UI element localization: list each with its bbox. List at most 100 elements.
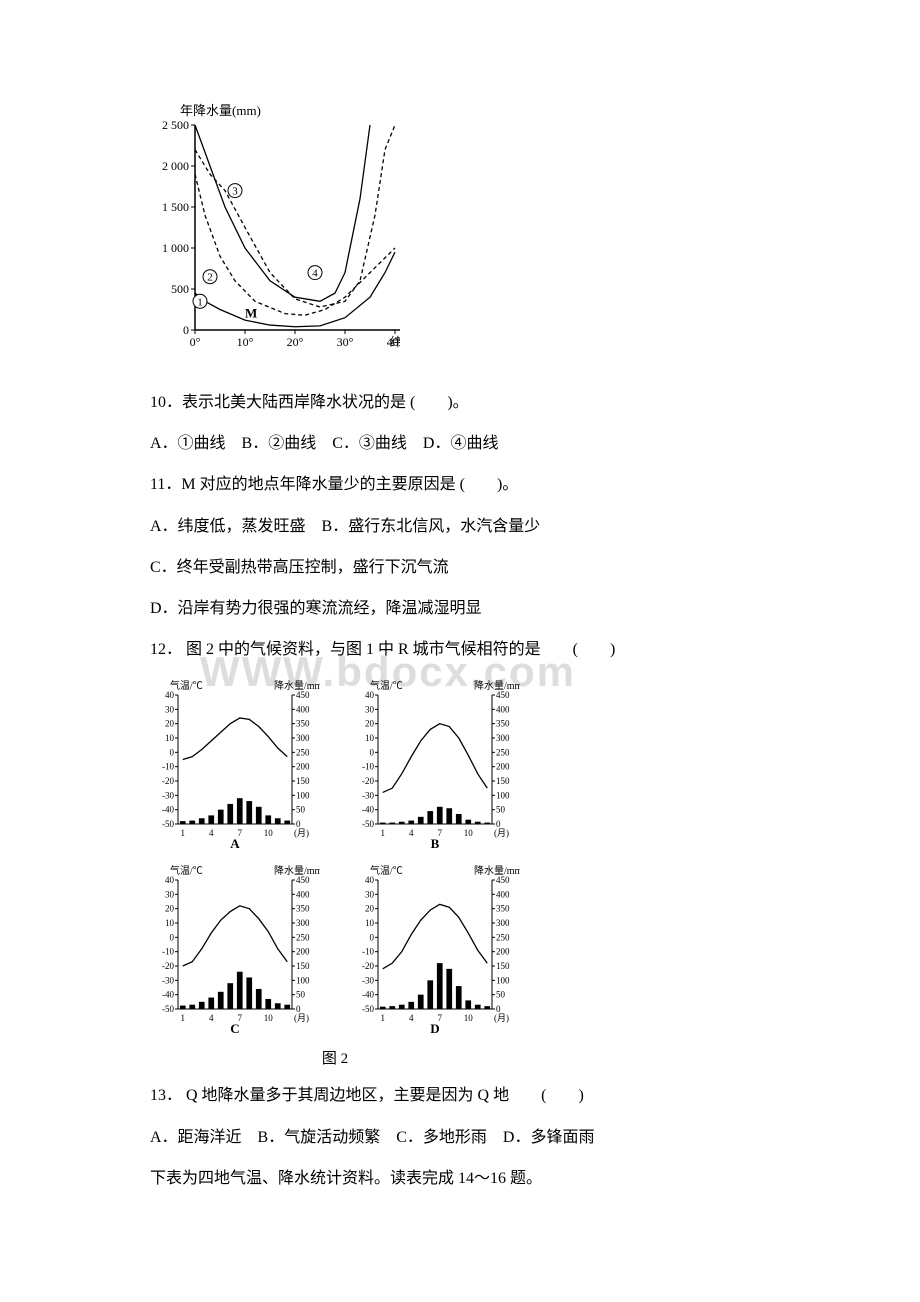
question-11: 11．M 对应的地点年降水量少的主要原因是 ( )。 [150, 467, 770, 502]
svg-text:50: 50 [496, 805, 506, 815]
svg-text:-20: -20 [362, 961, 374, 971]
svg-text:-40: -40 [362, 805, 374, 815]
svg-text:40: 40 [365, 690, 375, 700]
svg-text:30: 30 [165, 890, 175, 900]
svg-text:2: 2 [207, 272, 213, 284]
svg-text:30°: 30° [337, 335, 354, 349]
svg-text:450: 450 [296, 690, 310, 700]
svg-text:3: 3 [232, 186, 238, 198]
svg-text:-20: -20 [162, 776, 174, 786]
svg-text:-40: -40 [362, 990, 374, 1000]
figure-2-caption: 图 2 [150, 1047, 520, 1068]
svg-text:1 500: 1 500 [162, 200, 189, 214]
svg-text:150: 150 [296, 776, 310, 786]
svg-text:400: 400 [296, 890, 310, 900]
svg-text:-10: -10 [162, 762, 174, 772]
svg-text:10: 10 [464, 1013, 474, 1023]
svg-text:350: 350 [296, 719, 310, 729]
question-11-opt-c: C．终年受副热带高压控制，盛行下沉气流 [150, 550, 770, 585]
svg-text:350: 350 [496, 904, 510, 914]
svg-text:1: 1 [197, 296, 203, 308]
svg-text:-50: -50 [162, 819, 174, 829]
svg-text:10: 10 [264, 1013, 274, 1023]
svg-text:4: 4 [409, 828, 414, 838]
svg-text:250: 250 [496, 748, 510, 758]
svg-text:D: D [430, 1021, 439, 1036]
svg-text:40: 40 [165, 690, 175, 700]
svg-text:40: 40 [165, 875, 175, 885]
svg-text:-20: -20 [362, 776, 374, 786]
svg-text:200: 200 [496, 947, 510, 957]
svg-text:250: 250 [296, 933, 310, 943]
svg-text:400: 400 [496, 705, 510, 715]
svg-text:-10: -10 [362, 762, 374, 772]
svg-text:500: 500 [171, 282, 189, 296]
svg-text:1: 1 [181, 828, 186, 838]
svg-text:0: 0 [370, 933, 375, 943]
svg-text:(月): (月) [294, 1013, 309, 1023]
svg-text:1 000: 1 000 [162, 241, 189, 255]
svg-text:100: 100 [496, 976, 510, 986]
svg-text:300: 300 [296, 918, 310, 928]
climate-chart-c: 气温/℃降水量/mm403020100-10-20-30-40-50450400… [150, 862, 320, 1037]
svg-text:20: 20 [165, 719, 175, 729]
svg-text:10: 10 [165, 733, 175, 743]
svg-text:250: 250 [296, 748, 310, 758]
svg-text:-30: -30 [362, 976, 374, 986]
question-13: 13． Q 地降水量多于其周边地区，主要是因为 Q 地 ( ) [150, 1078, 770, 1113]
climate-charts: 气温/℃降水量/mm403020100-10-20-30-40-50450400… [150, 677, 770, 1068]
svg-text:350: 350 [296, 904, 310, 914]
svg-text:150: 150 [296, 961, 310, 971]
svg-text:20: 20 [365, 719, 375, 729]
climate-chart-d: 气温/℃降水量/mm403020100-10-20-30-40-50450400… [350, 862, 520, 1037]
svg-text:纬度: 纬度 [390, 334, 400, 349]
svg-text:200: 200 [296, 947, 310, 957]
question-10-options: A．①曲线 B．②曲线 C．③曲线 D．④曲线 [150, 426, 770, 461]
svg-text:20°: 20° [287, 335, 304, 349]
svg-text:450: 450 [296, 875, 310, 885]
svg-text:10: 10 [464, 828, 474, 838]
svg-text:B: B [431, 836, 440, 851]
svg-text:-30: -30 [162, 791, 174, 801]
svg-text:300: 300 [496, 733, 510, 743]
svg-text:450: 450 [496, 690, 510, 700]
climate-chart-b: 气温/℃降水量/mm403020100-10-20-30-40-50450400… [350, 677, 520, 852]
svg-text:50: 50 [296, 990, 306, 1000]
svg-text:0°: 0° [190, 335, 201, 349]
svg-text:20: 20 [165, 904, 175, 914]
svg-text:100: 100 [296, 976, 310, 986]
svg-text:-30: -30 [162, 976, 174, 986]
svg-text:100: 100 [496, 791, 510, 801]
svg-text:0: 0 [370, 748, 375, 758]
question-11-opt-d: D．沿岸有势力很强的寒流流经，降温减湿明显 [150, 591, 770, 626]
svg-text:1: 1 [381, 828, 386, 838]
svg-text:-50: -50 [162, 1004, 174, 1014]
svg-text:0: 0 [183, 323, 189, 337]
svg-text:(月): (月) [294, 828, 309, 838]
svg-text:30: 30 [165, 705, 175, 715]
svg-text:年降水量(mm): 年降水量(mm) [180, 103, 261, 118]
svg-text:250: 250 [496, 933, 510, 943]
svg-text:200: 200 [296, 762, 310, 772]
svg-text:450: 450 [496, 875, 510, 885]
svg-text:-50: -50 [362, 1004, 374, 1014]
svg-text:100: 100 [296, 791, 310, 801]
svg-text:(月): (月) [494, 1013, 509, 1023]
svg-text:4: 4 [209, 828, 214, 838]
table-intro: 下表为四地气温、降水统计资料。读表完成 14～16 题。 [150, 1161, 770, 1196]
svg-text:2 000: 2 000 [162, 159, 189, 173]
svg-text:A: A [230, 836, 240, 851]
svg-text:150: 150 [496, 961, 510, 971]
svg-text:4: 4 [409, 1013, 414, 1023]
svg-text:10: 10 [165, 918, 175, 928]
svg-text:0: 0 [170, 748, 175, 758]
svg-text:-50: -50 [362, 819, 374, 829]
svg-text:10: 10 [365, 733, 375, 743]
svg-text:气温/℃: 气温/℃ [170, 864, 203, 877]
svg-text:1: 1 [381, 1013, 386, 1023]
svg-text:-20: -20 [162, 961, 174, 971]
svg-text:1: 1 [181, 1013, 186, 1023]
svg-text:20: 20 [365, 904, 375, 914]
svg-text:M: M [245, 306, 257, 321]
svg-text:C: C [230, 1021, 239, 1036]
